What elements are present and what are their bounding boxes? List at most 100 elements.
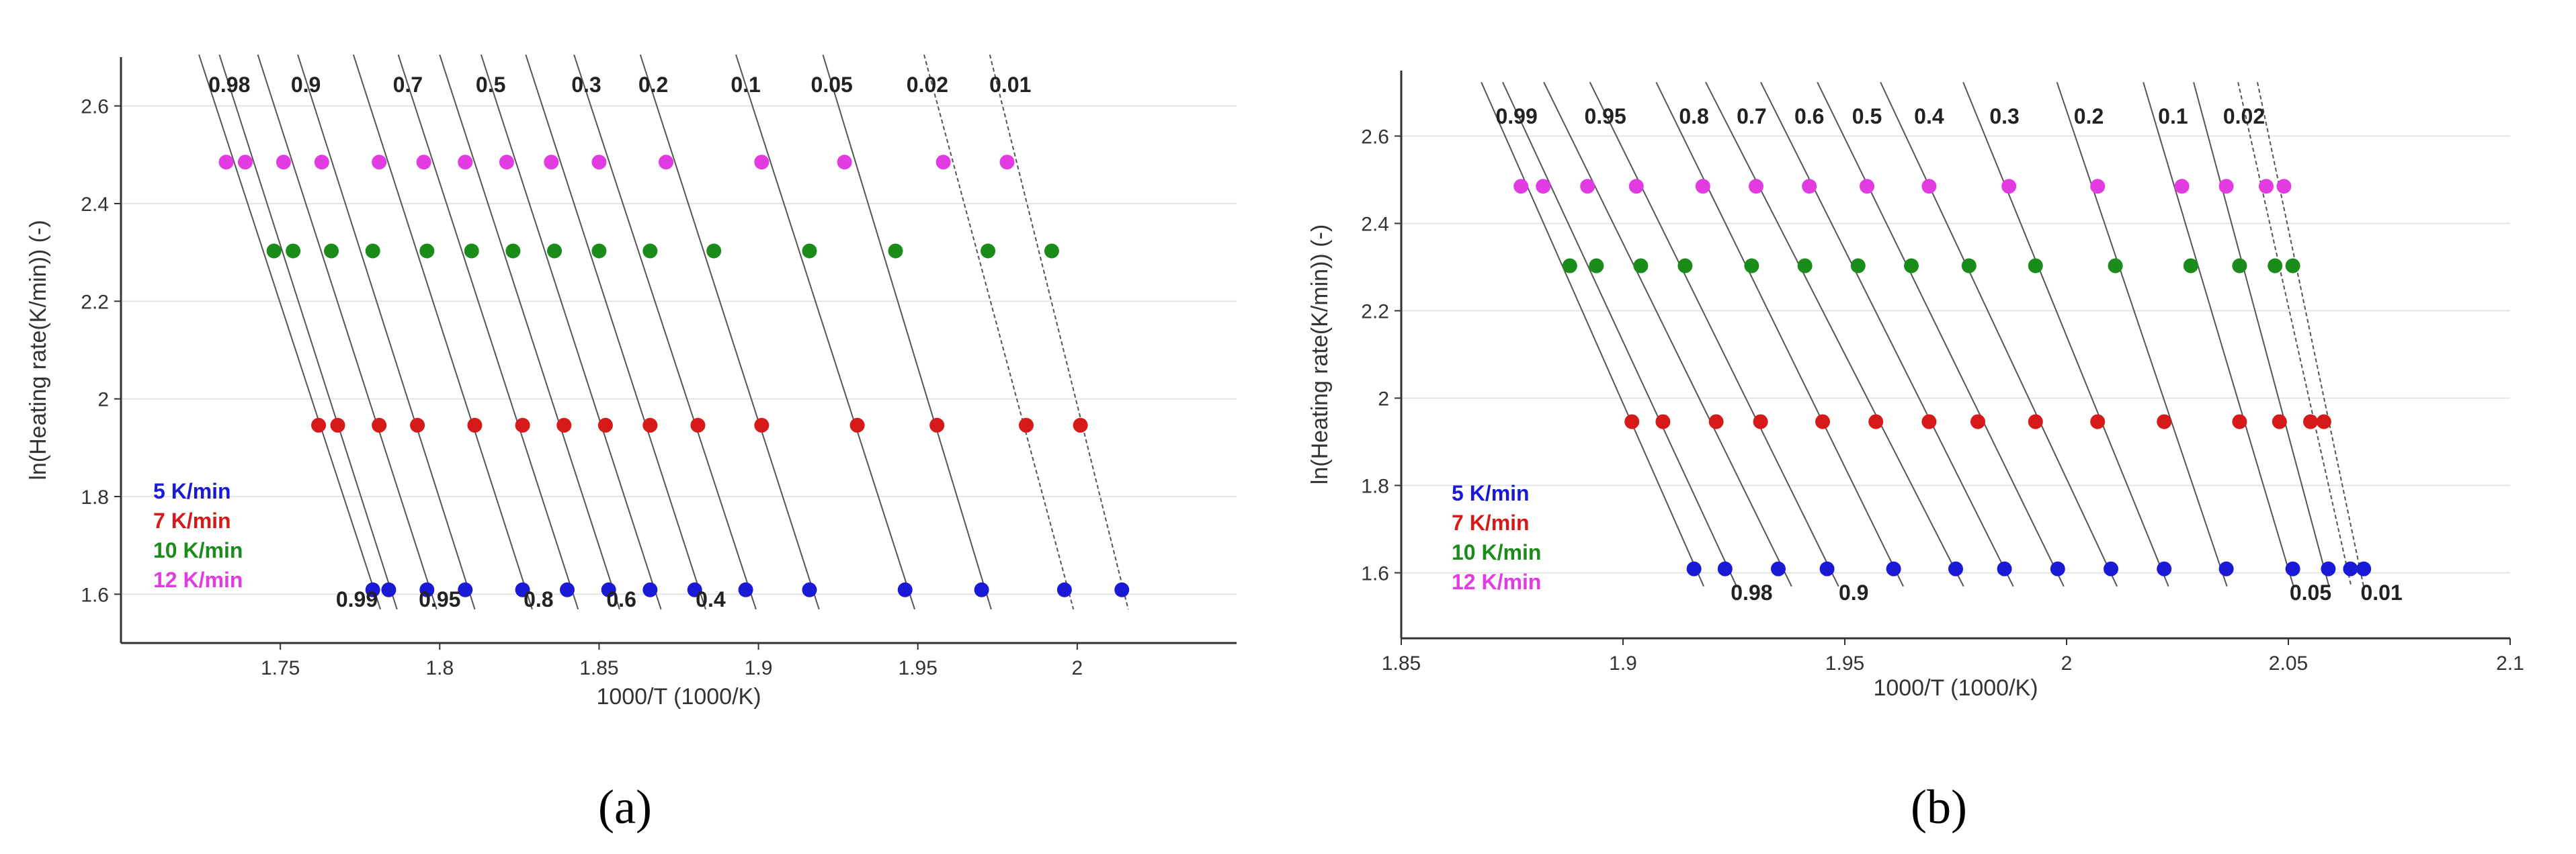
- conversion-label: 0.8: [1679, 104, 1708, 128]
- iso-conversion-line: [2056, 82, 2228, 587]
- data-point-7-k-min: [642, 417, 658, 433]
- data-point-5-k-min: [1771, 561, 1786, 577]
- conversion-label: 0.1: [2158, 104, 2188, 128]
- iso-conversion-line: [257, 54, 438, 610]
- data-point-12-k-min: [218, 155, 234, 170]
- data-point-5-k-min: [1717, 561, 1733, 577]
- data-point-7-k-min: [597, 417, 613, 433]
- conversion-label: 0.9: [291, 73, 321, 97]
- data-point-10-k-min: [1633, 258, 1649, 273]
- data-point-12-k-min: [1749, 179, 1763, 194]
- iso-conversion-line: [573, 54, 757, 610]
- data-point-7-k-min: [2272, 414, 2287, 429]
- data-point-12-k-min: [276, 155, 291, 170]
- data-point-12-k-min: [754, 155, 770, 170]
- data-point-5-k-min: [601, 582, 616, 597]
- panel-caption-b: (b): [1911, 780, 1967, 834]
- chart-panel-b: 1.85 1.9 1.95 2 2.05 2.1 1.6 1.8 2 2.2 2.4 2.6 1000/…: [1307, 71, 2524, 701]
- data-point-10-k-min: [365, 243, 380, 259]
- data-point-7-k-min: [1624, 414, 1640, 429]
- data-point-5-k-min: [515, 582, 530, 597]
- y-tick-label: 2: [97, 389, 109, 411]
- iso-conversion-line: [923, 54, 1075, 610]
- data-point-12-k-min: [1802, 179, 1817, 194]
- data-point-10-k-min: [642, 243, 658, 259]
- data-point-12-k-min: [1513, 179, 1529, 194]
- data-point-7-k-min: [1921, 414, 1937, 429]
- data-point-12-k-min: [936, 155, 951, 170]
- data-point-5-k-min: [381, 582, 397, 597]
- data-point-5-k-min: [2285, 561, 2300, 577]
- conversion-label: 0.05: [2290, 581, 2331, 605]
- data-point-10-k-min: [1044, 243, 1059, 259]
- data-point-5-k-min: [2321, 561, 2336, 577]
- conversion-label: 0.05: [811, 73, 853, 97]
- data-point-7-k-min: [1970, 414, 1985, 429]
- y-tick-label: 2.4: [1361, 214, 1389, 236]
- x-tick-label: 1.9: [745, 657, 773, 679]
- iso-conversion-line: [1589, 81, 1839, 587]
- data-point-12-k-min: [1921, 179, 1937, 194]
- iso-conversion-line: [1655, 81, 1904, 587]
- data-point-7-k-min: [410, 417, 425, 433]
- panel-caption-a: (a): [598, 780, 652, 834]
- data-point-7-k-min: [690, 417, 706, 433]
- data-point-12-k-min: [999, 155, 1015, 170]
- data-point-7-k-min: [2316, 414, 2331, 429]
- conversion-label: 0.4: [1914, 104, 1944, 128]
- y-tick-label: 2.6: [81, 96, 109, 118]
- y-tick-label: 1.8: [1361, 476, 1389, 498]
- conversion-label: 0.02: [2223, 104, 2265, 128]
- conversion-label: 0.2: [2074, 104, 2104, 128]
- data-point-7-k-min: [1018, 417, 1034, 433]
- data-point-10-k-min: [2183, 258, 2198, 273]
- conversion-label: 0.95: [419, 587, 460, 611]
- conversion-label: 0.5: [1852, 104, 1882, 128]
- data-point-5-k-min: [1686, 561, 1702, 577]
- iso-conversion-line: [1481, 81, 1705, 587]
- iso-conversion-line: [1543, 81, 1792, 587]
- data-point-7-k-min: [849, 417, 865, 433]
- data-point-12-k-min: [499, 155, 514, 170]
- iso-conversion-line: [1962, 81, 2169, 587]
- iso-conversion-line: [822, 54, 992, 610]
- x-tick-label: 1.85: [1382, 652, 1421, 675]
- data-point-10-k-min: [1904, 258, 1919, 273]
- data-point-7-k-min: [515, 417, 530, 433]
- data-point-5-k-min: [2050, 561, 2065, 577]
- legend-label: 10 K/min: [1452, 540, 1541, 564]
- data-point-12-k-min: [1860, 179, 1874, 194]
- y-tick-label: 1.6: [1361, 563, 1389, 585]
- x-tick-label: 2.05: [2269, 652, 2308, 675]
- data-point-10-k-min: [2232, 258, 2247, 273]
- chart-panel-a: 1.75 1.8 1.85 1.9 1.95 2 1.6 1.8 2 2.2 2.4 2.6 1000/…: [26, 54, 1237, 710]
- data-point-12-k-min: [372, 155, 387, 170]
- data-point-10-k-min: [2285, 258, 2300, 273]
- data-point-7-k-min: [1073, 417, 1088, 433]
- y-axis-title: ln(Heating rate(K/min)) (-): [26, 220, 51, 480]
- conversion-label: 0.98: [1731, 581, 1772, 605]
- data-point-5-k-min: [458, 582, 473, 597]
- x-tick-label: 2: [2061, 652, 2073, 675]
- x-tick-label: 1.95: [1825, 652, 1864, 675]
- data-point-7-k-min: [372, 417, 387, 433]
- y-tick-label: 2.6: [1361, 126, 1389, 148]
- data-point-7-k-min: [2303, 414, 2318, 429]
- iso-conversion-line: [1880, 81, 2118, 587]
- data-point-7-k-min: [2157, 414, 2172, 429]
- data-point-12-k-min: [416, 155, 431, 170]
- data-point-10-k-min: [286, 243, 301, 259]
- data-point-10-k-min: [802, 243, 817, 259]
- iso-conversion-line: [2237, 82, 2352, 587]
- conversion-label: 0.3: [571, 73, 601, 97]
- data-point-12-k-min: [591, 155, 607, 170]
- iso-conversion-line: [525, 54, 706, 610]
- conversion-label: 0.99: [336, 587, 378, 611]
- conversion-label: 0.6: [606, 587, 636, 611]
- iso-conversion-line: [1502, 81, 1737, 587]
- iso-conversion-line: [1760, 81, 2014, 587]
- data-point-10-k-min: [2108, 258, 2123, 273]
- data-point-5-k-min: [2356, 561, 2372, 577]
- data-point-12-k-min: [1536, 179, 1551, 194]
